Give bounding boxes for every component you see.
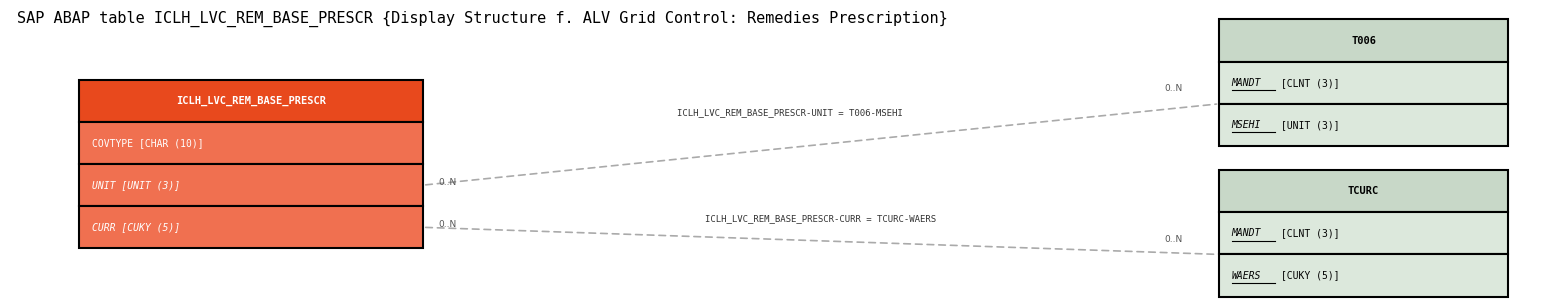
Text: UNIT [UNIT (3)]: UNIT [UNIT (3)] [92, 180, 180, 190]
FancyBboxPatch shape [1220, 170, 1508, 212]
Text: MANDT: MANDT [1231, 228, 1261, 238]
Text: [CUKY (5)]: [CUKY (5)] [1275, 271, 1339, 281]
FancyBboxPatch shape [80, 164, 422, 206]
Text: 0..N: 0..N [438, 178, 457, 187]
Text: 0..N: 0..N [1165, 84, 1182, 93]
FancyBboxPatch shape [1220, 254, 1508, 297]
FancyBboxPatch shape [1220, 212, 1508, 254]
Text: CURR [CUKY (5)]: CURR [CUKY (5)] [92, 222, 180, 232]
Text: ICLH_LVC_REM_BASE_PRESCR-CURR = TCURC-WAERS: ICLH_LVC_REM_BASE_PRESCR-CURR = TCURC-WA… [705, 214, 937, 223]
Text: [CLNT (3)]: [CLNT (3)] [1275, 228, 1339, 238]
FancyBboxPatch shape [80, 122, 422, 164]
FancyBboxPatch shape [80, 80, 422, 122]
Text: SAP ABAP table ICLH_LVC_REM_BASE_PRESCR {Display Structure f. ALV Grid Control: : SAP ABAP table ICLH_LVC_REM_BASE_PRESCR … [17, 10, 948, 27]
Text: [UNIT (3)]: [UNIT (3)] [1275, 120, 1339, 130]
Text: WAERS: WAERS [1231, 271, 1261, 281]
Text: ICLH_LVC_REM_BASE_PRESCR: ICLH_LVC_REM_BASE_PRESCR [177, 96, 327, 106]
Text: ICLH_LVC_REM_BASE_PRESCR-UNIT = T006-MSEHI: ICLH_LVC_REM_BASE_PRESCR-UNIT = T006-MSE… [677, 108, 902, 117]
FancyBboxPatch shape [1220, 62, 1508, 104]
Text: TCURC: TCURC [1348, 186, 1379, 196]
FancyBboxPatch shape [1220, 19, 1508, 62]
Text: [CLNT (3)]: [CLNT (3)] [1275, 78, 1339, 88]
Text: COVTYPE [CHAR (10)]: COVTYPE [CHAR (10)] [92, 138, 203, 148]
Text: MANDT: MANDT [1231, 78, 1261, 88]
Text: 0..N: 0..N [1165, 235, 1182, 244]
Text: MSEHI: MSEHI [1231, 120, 1261, 130]
Text: T006: T006 [1351, 36, 1376, 46]
FancyBboxPatch shape [80, 206, 422, 248]
Text: 0..N: 0..N [438, 220, 457, 229]
FancyBboxPatch shape [1220, 104, 1508, 146]
